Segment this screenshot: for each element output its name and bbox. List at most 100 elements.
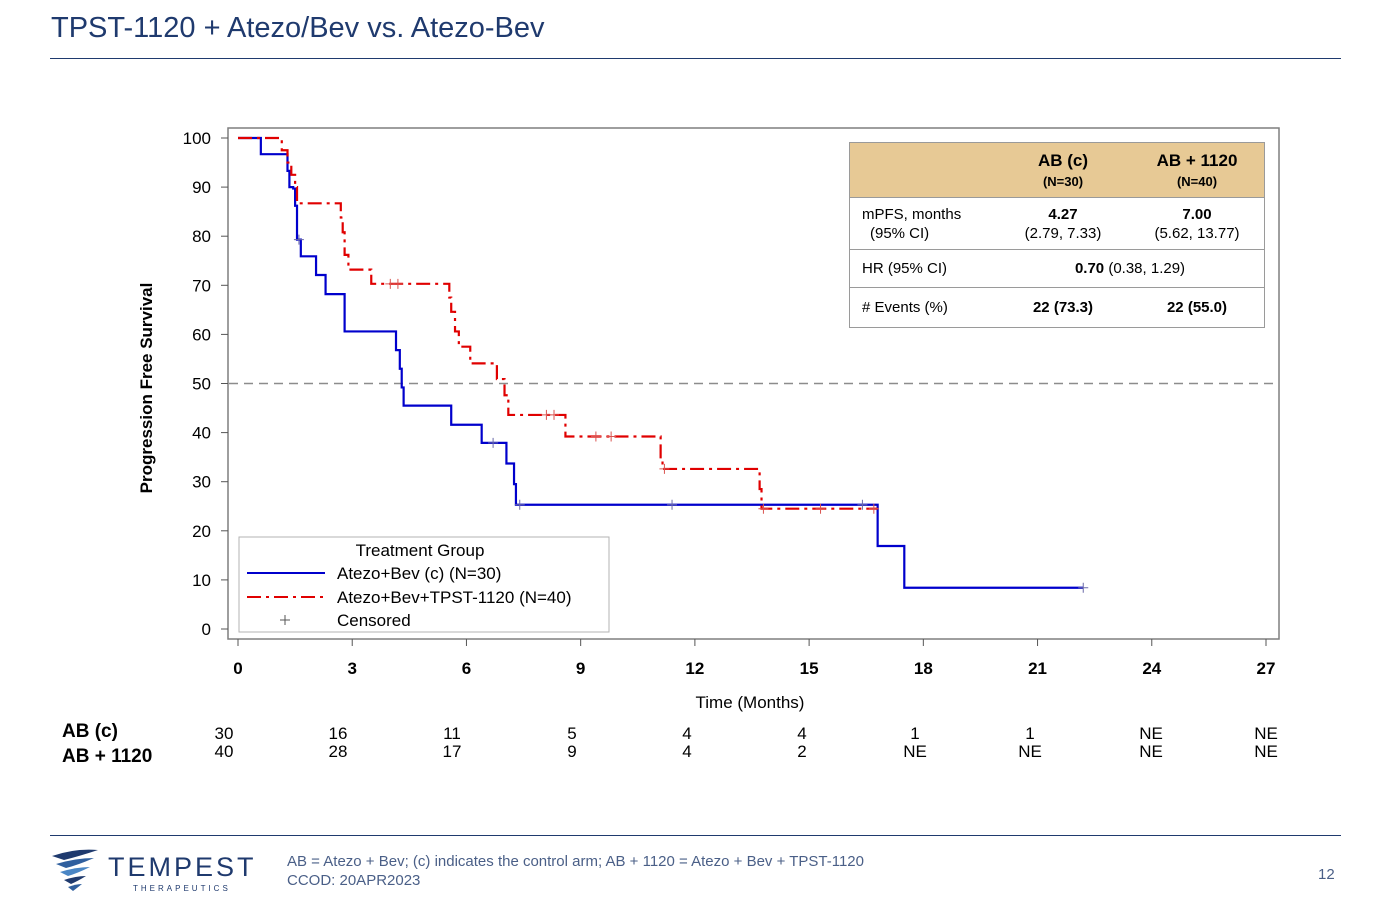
row2-value-cell: 0.70 (0.38, 1.29)	[998, 260, 1262, 277]
x-tick-label: 6	[462, 659, 471, 678]
censor-marker	[606, 431, 617, 442]
censor-marker	[590, 431, 601, 442]
censor-marker	[659, 463, 670, 474]
x-axis: 0 3 6 9 12 15 18 21 24 27	[233, 639, 1275, 678]
risk-number: 40	[214, 742, 234, 761]
legend-label-control: Atezo+Bev (c) (N=30)	[337, 564, 501, 583]
risk-number: NE	[1018, 742, 1042, 761]
footnote-abbreviations: AB = Atezo + Bev; (c) indicates the cont…	[287, 853, 864, 870]
footnote-ccod: CCOD: 20APR2023	[287, 872, 421, 889]
x-tick-label: 21	[1028, 659, 1047, 678]
risk-number: 11	[443, 724, 461, 743]
x-axis-label: Time (Months)	[696, 693, 805, 712]
x-tick-label: 0	[233, 659, 242, 678]
summary-table-header	[850, 143, 1264, 197]
legend-censor-marker	[280, 615, 290, 625]
y-tick-label: 50	[192, 375, 211, 394]
censor-marker	[392, 278, 403, 289]
row-mpfs	[850, 197, 1264, 250]
slide-title: TPST-1120 + Atezo/Bev vs. Atezo-Bev	[51, 12, 545, 44]
row1-label: mPFS, months	[862, 206, 962, 223]
row1-sublabel: (95% CI)	[870, 225, 930, 242]
risk-number: 28	[328, 742, 348, 761]
risk-label-control: AB (c)	[62, 721, 118, 742]
page-number: 12	[1318, 866, 1335, 883]
row1-col2-ci: (5.62, 13.77)	[1154, 225, 1240, 242]
x-tick-label: 18	[914, 659, 933, 678]
row2-label: HR (95% CI)	[862, 260, 948, 277]
risk-number: NE	[1139, 724, 1163, 743]
footer-divider	[50, 835, 1341, 836]
risk-number: 1	[910, 724, 920, 743]
tempest-logo-icon	[52, 849, 98, 891]
risk-number: NE	[1139, 742, 1163, 761]
y-tick-label: 0	[202, 620, 211, 639]
logo-wordmark: TEMPEST	[108, 852, 257, 882]
censor-marker	[815, 503, 826, 514]
y-tick-label: 20	[192, 522, 211, 541]
censor-marker	[488, 437, 499, 448]
y-tick-label: 10	[192, 571, 211, 590]
risk-number: 1	[1025, 724, 1035, 743]
risk-label-treatment: AB + 1120	[62, 746, 153, 767]
risk-number: 17	[442, 742, 462, 761]
row1-col1: 4.27	[1048, 206, 1078, 223]
row1-col1-ci: (2.79, 7.33)	[1024, 225, 1102, 242]
series-line-treatment	[238, 136, 878, 510]
legend-label-censored: Censored	[337, 611, 411, 630]
censor-marker	[758, 503, 769, 514]
censor-marker	[514, 499, 525, 510]
summary-table: AB (c) (N=30) AB + 1120 (N=40) mPFS, mon…	[849, 142, 1265, 328]
legend-label-treatment: Atezo+Bev+TPST-1120 (N=40)	[337, 588, 572, 607]
censor-marker	[1078, 582, 1089, 593]
risk-number: 5	[567, 724, 577, 743]
y-tick-label: 60	[192, 325, 211, 344]
title-divider	[50, 58, 1341, 59]
censor-marker	[293, 234, 304, 245]
risk-number: 9	[567, 742, 577, 761]
risk-number: NE	[1254, 724, 1278, 743]
row-hr	[850, 249, 1264, 288]
y-tick-label: 100	[183, 129, 211, 148]
y-tick-label: 70	[192, 276, 211, 295]
col2-title: AB + 1120	[1156, 151, 1238, 170]
censor-marker	[868, 503, 879, 514]
risk-number: 4	[682, 724, 692, 743]
series-layer	[238, 136, 1089, 593]
legend: Treatment Group Atezo+Bev (c) (N=30) Ate…	[238, 536, 610, 633]
y-tick-label: 30	[192, 473, 211, 492]
risk-number: 4	[682, 742, 692, 761]
y-tick-label: 90	[192, 178, 211, 197]
series-line-control	[238, 136, 1084, 589]
censor-marker	[549, 409, 560, 420]
col1-title: AB (c)	[1037, 151, 1089, 170]
risk-number: 2	[797, 742, 807, 761]
y-tick-label: 80	[192, 227, 211, 246]
col1-n: (N=30)	[1042, 174, 1084, 189]
x-tick-label: 3	[347, 659, 356, 678]
risk-number: 30	[214, 724, 234, 743]
legend-title: Treatment Group	[356, 541, 485, 560]
risk-number: NE	[1254, 742, 1278, 761]
censor-marker	[857, 499, 868, 510]
x-tick-label: 24	[1142, 659, 1161, 678]
x-tick-label: 12	[685, 659, 704, 678]
row3-col2: 22 (55.0)	[1166, 299, 1228, 316]
logo-subtitle: THERAPEUTICS	[133, 884, 231, 893]
risk-number: 4	[797, 724, 807, 743]
row-events	[850, 287, 1264, 328]
x-tick-label: 9	[576, 659, 585, 678]
y-axis-label: Progression Free Survival	[137, 283, 156, 494]
censor-marker	[667, 499, 678, 510]
x-tick-label: 27	[1257, 659, 1276, 678]
row3-label: # Events (%)	[862, 299, 948, 316]
row2-value: 0.70	[1074, 260, 1105, 277]
x-tick-label: 15	[800, 659, 819, 678]
col2-n: (N=40)	[1176, 174, 1218, 189]
risk-number: 16	[328, 724, 348, 743]
risk-number: NE	[903, 742, 927, 761]
legend-box	[238, 536, 610, 633]
row3-col1: 22 (73.3)	[1032, 299, 1094, 316]
y-axis: 0 10 20 30 40 50 60 70 80 90 100	[183, 129, 228, 639]
